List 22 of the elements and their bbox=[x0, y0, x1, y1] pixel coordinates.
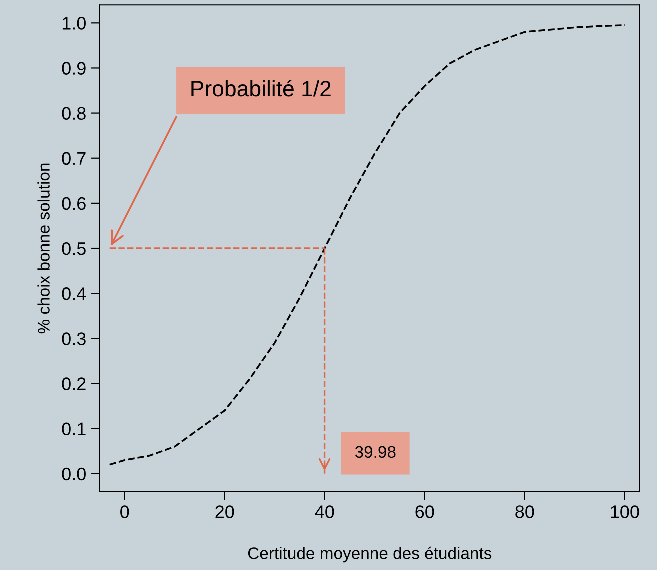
y-tick-label: 0.5 bbox=[62, 242, 86, 256]
x-tick-label: 0 bbox=[120, 506, 130, 518]
y-tick-label: 0.3 bbox=[62, 332, 86, 346]
x-tick-label: 40 bbox=[315, 506, 334, 518]
y-axis-title: % choix bonne solution bbox=[38, 164, 50, 334]
y-tick-label: 0.7 bbox=[62, 152, 86, 166]
ref-line-label: 39.98 bbox=[355, 446, 396, 458]
y-tick-label: 0.0 bbox=[62, 468, 86, 481]
x-tick-label: 100 bbox=[611, 506, 640, 518]
x-tick-label: 60 bbox=[416, 506, 434, 518]
y-tick-label: 0.8 bbox=[62, 107, 86, 120]
x-axis-title: Certitude moyenne des étudiants bbox=[248, 546, 492, 563]
x-tick-label: 20 bbox=[216, 506, 234, 518]
y-tick-label: 0.1 bbox=[62, 422, 86, 436]
annotation: Probabilité 1/2 bbox=[192, 80, 331, 97]
y-tick-label: 1.0 bbox=[62, 17, 86, 30]
y-tick-label: 0.6 bbox=[62, 197, 86, 210]
x-tick-label: 80 bbox=[516, 506, 534, 518]
y-tick-label: 0.4 bbox=[62, 288, 86, 300]
line-series bbox=[108, 24, 626, 466]
y-tick-label: 0.9 bbox=[62, 62, 86, 75]
y-tick-label: 0.2 bbox=[62, 378, 86, 390]
